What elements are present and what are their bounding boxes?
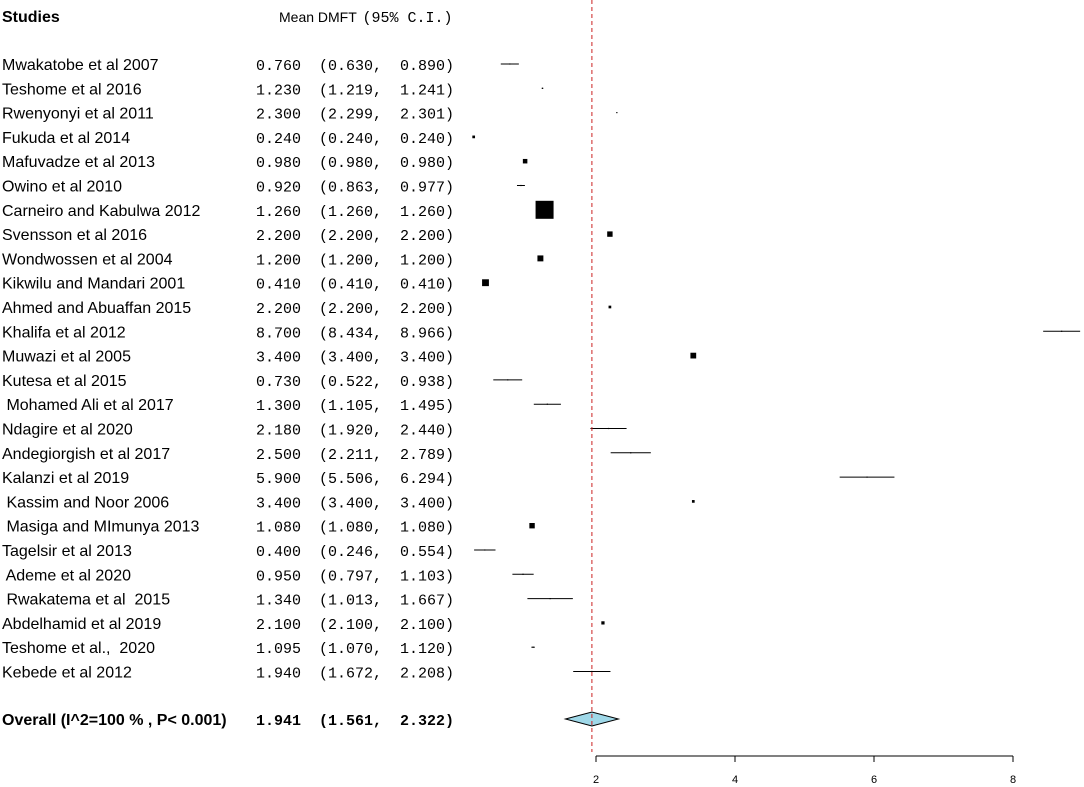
study-label: Owino et al 2010: [2, 179, 122, 196]
study-label: Rwakatema et al 2015: [2, 592, 170, 609]
study-estimate-text: 1.340 (1.013, 1.667): [256, 593, 454, 610]
study-estimate-text: 2.200 (2.200, 2.200): [256, 228, 454, 245]
study-estimate-text: 1.260 (1.260, 1.260): [256, 204, 454, 221]
study-label: Khalifa et al 2012: [2, 324, 126, 341]
effect-header-label: Mean DMFT: [279, 9, 357, 25]
study-estimate-text: 8.700 (8.434, 8.966): [256, 325, 454, 342]
point-estimate-square: [607, 427, 610, 430]
point-estimate-square: [690, 352, 697, 359]
study-estimate-text: 0.240 (0.240, 0.240): [256, 131, 454, 148]
study-label: Kalanzi et al 2019: [2, 470, 129, 487]
ci-header-label: (95% C.I.): [362, 10, 452, 27]
x-axis: 2 4 6 8: [593, 755, 1016, 786]
study-label: Carneiro and Kabulwa 2012: [2, 203, 200, 220]
study-label: Andegiorgish et al 2017: [2, 446, 170, 463]
point-estimate-square: [537, 255, 544, 262]
point-estimate-square: [591, 670, 593, 673]
study-estimate-text: 1.230 (1.219, 1.241): [256, 82, 454, 99]
study-estimate-text: 1.940 (1.672, 2.208): [256, 666, 454, 683]
study-label: Rwenyonyi et al 2011: [2, 106, 154, 123]
studies-header: Studies: [2, 9, 60, 26]
point-estimate-square: [541, 87, 544, 89]
point-estimate-square: [507, 379, 509, 381]
study-estimate-text: 0.760 (0.630, 0.890): [256, 58, 454, 75]
point-estimate-square: [520, 184, 522, 187]
plot-header: Studies Mean DMFT (95% C.I.): [2, 9, 452, 27]
point-estimate-square: [532, 646, 534, 648]
study-estimate-text: 0.920 (0.863, 0.977): [256, 180, 454, 197]
study-estimate-text: 2.300 (2.299, 2.301): [256, 107, 454, 124]
study-estimate-text: 1.080 (1.080, 1.080): [256, 520, 454, 537]
study-label: Fukuda et al 2014: [2, 130, 130, 147]
point-estimate-square: [616, 112, 618, 114]
point-estimate-square: [608, 305, 612, 309]
point-estimate-square: [472, 135, 476, 139]
study-label: Muwazi et al 2005: [2, 349, 131, 366]
point-estimate-square: [866, 476, 868, 478]
study-label: Masiga and MImunya 2013: [2, 519, 200, 536]
study-label: Kikwilu and Mandari 2001: [2, 276, 185, 293]
study-estimate-text: 0.400 (0.246, 0.554): [256, 544, 454, 561]
point-estimate-square: [607, 231, 613, 237]
point-estimate-square: [509, 63, 511, 65]
point-estimate-square: [535, 200, 554, 219]
point-estimate-square: [1061, 330, 1063, 332]
study-label: Kassim and Noor 2006: [2, 494, 169, 511]
x-tick-label: 8: [1010, 774, 1016, 786]
study-marks: [472, 63, 1081, 673]
point-estimate-square: [630, 452, 632, 454]
point-estimate-square: [522, 158, 528, 164]
study-estimate-text: 3.400 (3.400, 3.400): [256, 350, 454, 367]
x-tick-label: 2: [593, 774, 599, 786]
study-estimate-text: 1.200 (1.200, 1.200): [256, 252, 454, 269]
point-estimate-square: [549, 598, 551, 600]
study-label: Wondwossen et al 2004: [2, 251, 173, 268]
point-estimate-square: [691, 500, 695, 503]
study-estimate-text: 5.900 (5.506, 6.294): [256, 471, 454, 488]
study-label: Svensson et al 2016: [2, 227, 147, 244]
study-label: Kebede et al 2012: [2, 665, 132, 682]
point-estimate-square: [482, 279, 489, 287]
point-estimate-square: [522, 573, 524, 575]
x-tick-label: 6: [871, 774, 877, 786]
study-estimate-text: 2.200 (2.200, 2.200): [256, 301, 454, 318]
study-estimate-text: 3.400 (3.400, 3.400): [256, 495, 454, 512]
point-estimate-square: [546, 403, 548, 405]
study-label: Mafuvadze et al 2013: [2, 154, 155, 171]
point-estimate-square: [601, 621, 605, 625]
study-label: Ademe et al 2020: [2, 567, 131, 584]
study-estimate-text: 0.410 (0.410, 0.410): [256, 277, 454, 294]
study-label: Teshome et al., 2020: [2, 640, 155, 657]
overall-row: Overall (I^2=100 % , P< 0.001) 1.941 (1.5…: [2, 711, 621, 730]
study-label: Abdelhamid et al 2019: [2, 616, 161, 633]
overall-estimate-text: 1.941 (1.561, 2.322): [256, 713, 454, 730]
study-estimate-text: 2.100 (2.100, 2.100): [256, 617, 454, 634]
study-estimate-text: 1.300 (1.105, 1.495): [256, 398, 454, 415]
x-tick-label: 4: [732, 774, 738, 786]
study-estimate-text: 2.180 (1.920, 2.440): [256, 423, 454, 440]
study-label: Mwakatobe et al 2007: [2, 57, 159, 74]
point-estimate-square: [484, 549, 486, 551]
study-label: Kutesa et al 2015: [2, 373, 127, 390]
study-label: Mohamed Ali et al 2017: [2, 397, 174, 414]
overall-diamond: [563, 711, 621, 727]
study-estimate-text: 0.980 (0.980, 0.980): [256, 155, 454, 172]
overall-label: Overall (I^2=100 % , P< 0.001): [2, 712, 227, 729]
point-estimate-square: [529, 523, 535, 529]
study-estimate-text: 2.500 (2.211, 2.789): [256, 447, 454, 464]
effect-header: Mean DMFT (95% C.I.): [279, 9, 452, 27]
study-label: Ahmed and Abuaffan 2015: [2, 300, 191, 317]
study-label: Teshome et al 2016: [2, 81, 142, 98]
study-estimate-text: 0.950 (0.797, 1.103): [256, 568, 454, 585]
study-label: Tagelsir et al 2013: [2, 543, 132, 560]
study-estimate-text: 0.730 (0.522, 0.938): [256, 374, 454, 391]
study-rows: Mwakatobe et al 2007 0.760 (0.630, 0.890)…: [2, 57, 454, 683]
study-label: Ndagire et al 2020: [2, 422, 133, 439]
study-estimate-text: 1.095 (1.070, 1.120): [256, 641, 454, 658]
